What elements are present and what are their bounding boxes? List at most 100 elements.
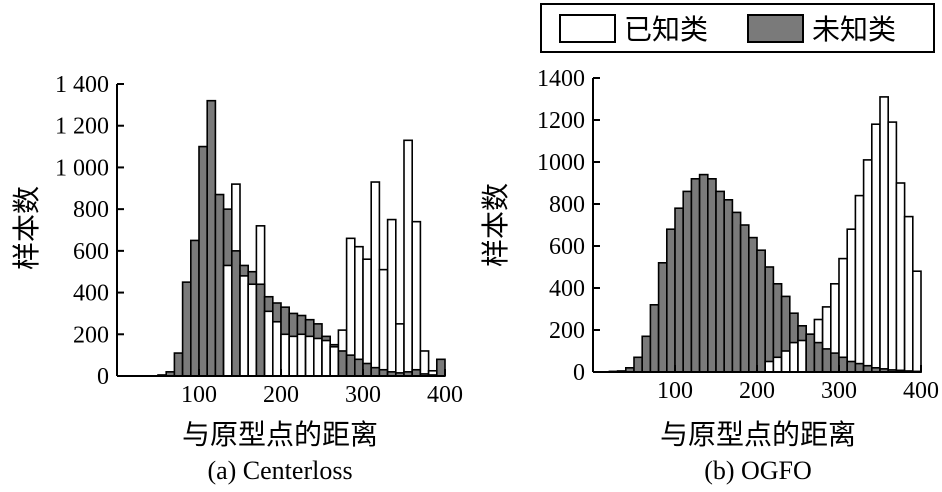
bar-known-centerloss <box>386 218 397 377</box>
chart-ogfo: 0 200 400 600 800 1000 1200 1400 100 200 300 400 样本… <box>479 66 939 485</box>
bar-unknown-ogfo <box>813 341 824 373</box>
bar-unknown-ogfo <box>641 335 652 373</box>
bar-known-centerloss <box>411 220 422 377</box>
bar-known-centerloss <box>222 264 233 377</box>
bar-unknown-ogfo <box>690 178 701 373</box>
bar-unknown-ogfo <box>747 236 758 373</box>
bar-known-ogfo <box>862 159 873 373</box>
bar-known-centerloss <box>312 337 323 377</box>
y-tick-label: 400 <box>73 281 109 307</box>
bar-unknown-ogfo <box>698 173 709 373</box>
axes-ogfo: 0 200 400 600 800 1000 1200 1400 100 200 300 400 <box>537 66 939 404</box>
bar-unknown-centerloss <box>181 281 192 377</box>
bar-unknown-centerloss <box>198 145 208 377</box>
bar-known-centerloss <box>239 275 249 377</box>
bar-known-ogfo <box>797 339 807 373</box>
bar-unknown-ogfo <box>854 362 865 373</box>
bar-unknown-ogfo <box>657 261 668 373</box>
bar-known-ogfo <box>764 360 775 373</box>
xlabel-centerloss: 与原型点的距离 <box>182 418 378 451</box>
xlabel-ogfo: 与原型点的距离 <box>660 418 856 451</box>
bar-known-centerloss <box>247 283 258 377</box>
legend-known-swatch <box>559 14 616 43</box>
y-tick-label: 1 400 <box>55 72 109 98</box>
bar-unknown-centerloss <box>190 239 200 377</box>
bar-unknown-centerloss <box>353 358 364 377</box>
x-tick-label: 100 <box>657 378 693 404</box>
x-tick-label: 300 <box>821 378 857 404</box>
y-tick-label: 1000 <box>537 150 585 176</box>
bar-unknown-ogfo <box>764 266 775 373</box>
bar-unknown-ogfo <box>649 303 660 373</box>
bar-unknown-centerloss <box>173 352 184 377</box>
bar-known-centerloss <box>378 268 389 377</box>
bar-unknown-centerloss <box>214 193 225 377</box>
bar-known-centerloss <box>353 245 364 377</box>
bar-unknown-ogfo <box>805 333 816 373</box>
bar-unknown-ogfo <box>731 211 742 373</box>
bar-known-ogfo <box>780 350 791 373</box>
bar-unknown-centerloss <box>337 350 348 377</box>
legend-unknown-label: 未知类 <box>812 13 896 46</box>
y-tick-label: 1200 <box>537 108 585 134</box>
bar-known-centerloss <box>362 258 372 377</box>
ylabel-ogfo: 样本数 <box>479 183 512 267</box>
bar-unknown-ogfo <box>674 207 684 373</box>
bar-unknown-centerloss <box>435 358 446 377</box>
bars-ogfo <box>608 96 922 373</box>
bar-known-ogfo <box>903 215 914 373</box>
bar-known-ogfo <box>887 121 898 373</box>
chart-centerloss: 0 200 400 600 800 1 000 1 200 1 400 100 200 300 400… <box>10 72 463 485</box>
bar-known-centerloss <box>271 320 282 377</box>
bar-known-centerloss <box>321 339 331 377</box>
x-tick-label: 200 <box>263 382 299 408</box>
y-tick-label: 600 <box>549 234 585 260</box>
ylabel-centerloss: 样本数 <box>10 186 43 270</box>
bar-unknown-ogfo <box>846 360 857 373</box>
y-tick-label: 200 <box>73 322 109 348</box>
y-tick-label: 200 <box>549 318 585 344</box>
bar-unknown-centerloss <box>362 362 372 377</box>
bar-known-ogfo <box>854 194 865 373</box>
x-tick-label: 400 <box>903 378 939 404</box>
bar-known-ogfo <box>879 96 889 373</box>
bar-known-centerloss <box>419 350 430 377</box>
bar-known-ogfo <box>895 182 906 373</box>
bar-unknown-ogfo <box>706 178 717 373</box>
caption-centerloss: (a) Centerloss <box>207 456 352 485</box>
bar-known-centerloss <box>263 310 274 377</box>
bar-unknown-ogfo <box>829 352 840 373</box>
bar-known-ogfo <box>911 270 922 373</box>
bar-known-ogfo <box>870 123 881 373</box>
bar-known-centerloss <box>304 335 315 377</box>
bar-unknown-ogfo <box>821 348 832 373</box>
y-tick-label: 600 <box>73 239 109 265</box>
bar-unknown-centerloss <box>231 250 241 377</box>
bar-unknown-ogfo <box>682 190 693 373</box>
y-tick-label: 800 <box>73 197 109 223</box>
bar-unknown-centerloss <box>255 283 266 377</box>
bar-known-centerloss <box>288 335 299 377</box>
y-tick-label: 1 000 <box>55 155 109 181</box>
bar-unknown-ogfo <box>756 249 766 373</box>
bar-unknown-centerloss <box>370 366 381 377</box>
legend-unknown-swatch <box>747 14 804 43</box>
x-tick-label: 100 <box>181 382 217 408</box>
x-tick-label: 300 <box>345 382 381 408</box>
bar-unknown-centerloss <box>206 99 217 377</box>
bar-unknown-ogfo <box>723 199 734 373</box>
bar-unknown-ogfo <box>838 356 848 373</box>
bar-known-centerloss <box>280 333 290 377</box>
bar-unknown-ogfo <box>665 228 676 373</box>
bar-unknown-ogfo <box>633 356 643 373</box>
bar-known-centerloss <box>394 323 405 377</box>
y-tick-label: 1400 <box>537 66 585 92</box>
axes-centerloss: 0 200 400 600 800 1 000 1 200 1 400 100 200 300 400 <box>55 72 463 408</box>
x-tick-label: 400 <box>427 382 463 408</box>
x-tick-label: 200 <box>739 378 775 404</box>
bar-known-centerloss <box>370 181 381 377</box>
bar-unknown-ogfo <box>715 190 725 373</box>
legend: 已知类 未知类 <box>540 3 935 53</box>
y-tick-label: 400 <box>549 276 585 302</box>
